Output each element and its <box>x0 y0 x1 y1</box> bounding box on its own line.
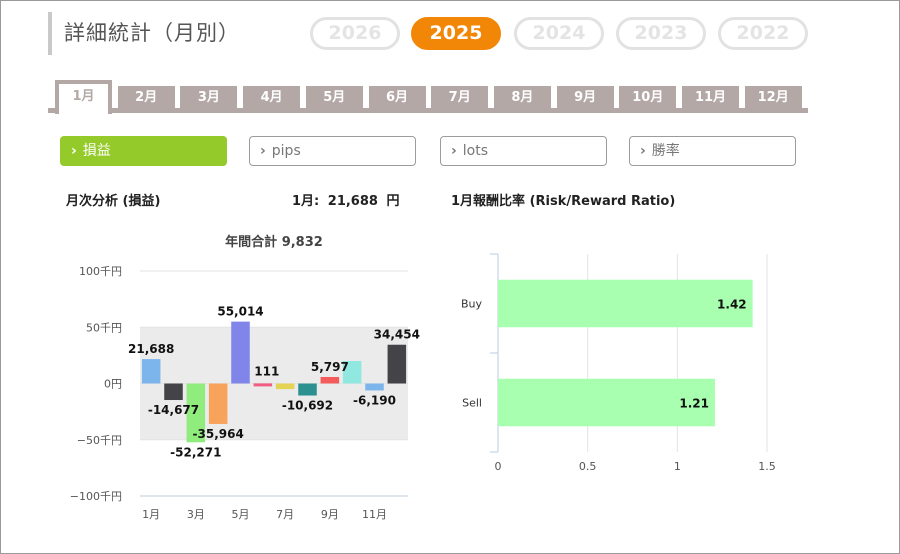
tab-month-1[interactable]: 1月 <box>55 80 112 114</box>
tab-month-10[interactable]: 10月 <box>619 86 677 110</box>
year-pill-2022[interactable]: 2022 <box>718 17 808 50</box>
bar-12 <box>387 344 407 384</box>
left-panel-title: 月次分析 (損益) <box>66 194 161 209</box>
year-pill-2025[interactable]: 2025 <box>411 17 501 50</box>
y-tick-label: 0円 <box>104 378 122 391</box>
bar-3 <box>186 383 206 443</box>
rr-bar-sell <box>498 378 715 427</box>
monthly-pl-chart: 年間合計 9,832 100千円 50千円 0円 −50千円 −100千円 21,688 -1… <box>70 234 420 521</box>
data-label: -10,692 <box>282 399 333 413</box>
bar-5 <box>231 321 250 384</box>
metric-label: 損益 <box>82 143 111 159</box>
y-tick-label: −50千円 <box>77 434 122 447</box>
bar-8 <box>298 383 317 396</box>
metric-button-0[interactable]: › 損益 <box>60 136 227 166</box>
title-bar: 詳細統計（月別） <box>48 12 240 55</box>
bar-11 <box>365 383 384 391</box>
bar-10 <box>342 361 362 384</box>
tab-month-5[interactable]: 5月 <box>305 86 363 110</box>
x-tick-label: 1.5 <box>758 460 776 473</box>
x-tick-label: 0.5 <box>579 460 597 473</box>
rr-bar-buy <box>498 279 753 328</box>
x-tick-label: 11月 <box>362 508 387 521</box>
chevron-right-icon: › <box>640 143 646 159</box>
data-label: 1.21 <box>679 397 709 411</box>
data-label: -52,271 <box>170 445 221 459</box>
x-tick-label: 0 <box>495 460 502 473</box>
chevron-right-icon: › <box>451 143 457 159</box>
summary-value: 21,688 <box>327 194 378 209</box>
x-tick-label: 9月 <box>321 508 339 521</box>
bar-4 <box>208 383 228 424</box>
data-label: 34,454 <box>374 328 420 342</box>
metric-label: pips <box>271 143 301 159</box>
bar-2 <box>164 383 183 401</box>
metric-label: lots <box>462 143 489 159</box>
category-label: Buy <box>461 298 483 311</box>
tab-month-2[interactable]: 2月 <box>117 86 175 110</box>
chevron-right-icon: › <box>71 143 77 159</box>
y-tick-label: 50千円 <box>86 321 122 334</box>
year-pill-2023[interactable]: 2023 <box>616 17 706 50</box>
right-panel-title: 1月報酬比率 (Risk/Reward Ratio) <box>451 194 676 209</box>
bar-7 <box>275 383 295 390</box>
data-label: -14,677 <box>148 403 199 417</box>
summary-label: 1月: <box>292 194 320 209</box>
data-label: -35,964 <box>193 427 244 441</box>
x-tick-label: 1月 <box>142 508 160 521</box>
metric-button-1[interactable]: › pips <box>249 136 416 166</box>
tab-month-8[interactable]: 8月 <box>493 86 551 110</box>
tab-month-4[interactable]: 4月 <box>243 86 301 110</box>
summary-unit: 円 <box>386 194 400 209</box>
data-label: 21,688 <box>128 342 174 356</box>
tab-month-9[interactable]: 9月 <box>556 86 614 110</box>
x-tick-label: 7月 <box>276 508 294 521</box>
tab-base-line <box>48 108 808 113</box>
x-tick-label: 3月 <box>187 508 205 521</box>
data-label: 1.42 <box>717 298 747 312</box>
data-label: 55,014 <box>217 305 263 319</box>
year-pill-2024[interactable]: 2024 <box>514 17 604 50</box>
tab-month-11[interactable]: 11月 <box>682 86 739 110</box>
tab-month-7[interactable]: 7月 <box>431 86 489 110</box>
risk-reward-chart: 0 0.5 1 1.5 Buy 1.42 Sell 1.21 <box>461 253 776 473</box>
month-summary: 1月: 21,688 円 <box>292 190 400 209</box>
y-tick-label: 100千円 <box>79 265 122 278</box>
data-label: -6,190 <box>353 393 396 407</box>
tab-month-6[interactable]: 6月 <box>368 86 426 110</box>
data-label: 111 <box>254 365 279 379</box>
page-title: 詳細統計（月別） <box>64 21 240 45</box>
data-label: 5,797 <box>311 360 349 374</box>
tab-month-12[interactable]: 12月 <box>744 86 802 110</box>
category-label: Sell <box>462 397 482 410</box>
chart-title: 年間合計 9,832 <box>225 234 323 250</box>
metric-button-2[interactable]: › lots <box>440 136 607 166</box>
tab-month-3[interactable]: 3月 <box>180 86 238 110</box>
metric-label: 勝率 <box>651 143 680 159</box>
bar-6 <box>253 383 273 387</box>
x-tick-label: 1 <box>674 460 681 473</box>
tab-label: 1月 <box>59 84 108 114</box>
chevron-right-icon: › <box>260 143 266 159</box>
metric-button-3[interactable]: › 勝率 <box>629 136 796 166</box>
year-pill-2026[interactable]: 2026 <box>310 17 400 50</box>
bar-9 <box>320 376 340 384</box>
x-tick-label: 5月 <box>232 508 250 521</box>
bar-1 <box>141 359 161 384</box>
y-tick-label: −100千円 <box>70 490 122 503</box>
